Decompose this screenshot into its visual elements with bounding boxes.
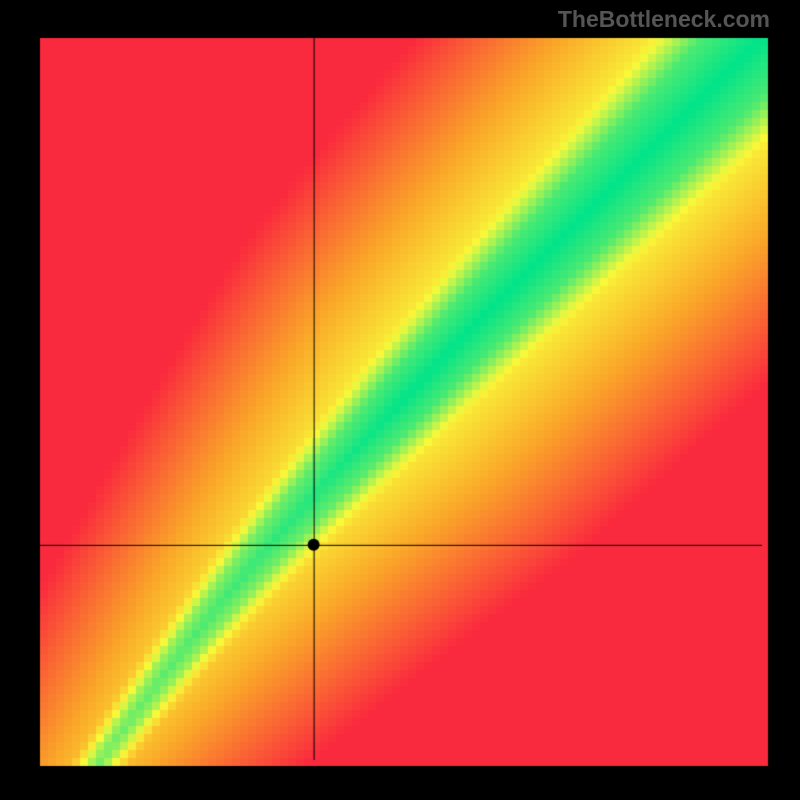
bottleneck-heatmap [0,0,800,800]
chart-container: { "watermark": { "text": "TheBottleneck.… [0,0,800,800]
watermark-text: TheBottleneck.com [558,6,770,33]
